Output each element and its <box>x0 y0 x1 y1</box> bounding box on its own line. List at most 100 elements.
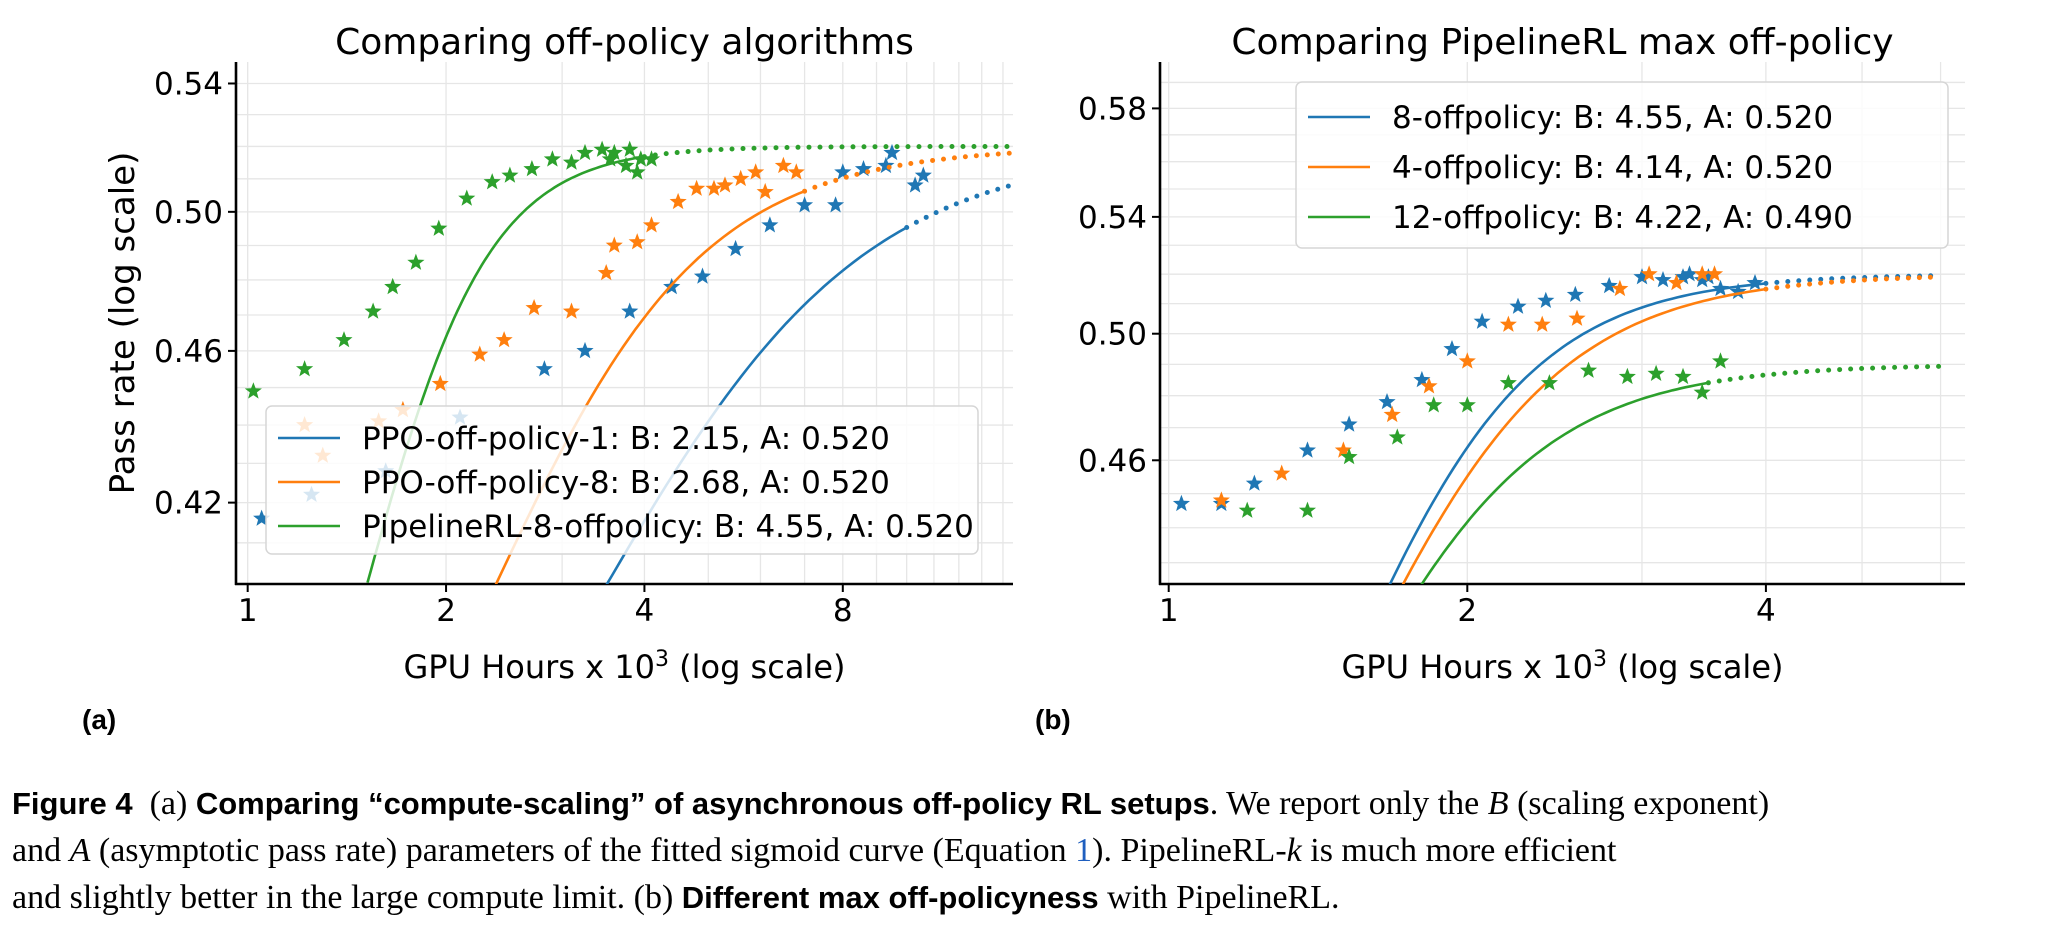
data-point-blue-star <box>1172 494 1190 512</box>
data-point-blue-star <box>1473 312 1491 329</box>
chart-title: Comparing PipelineRL max off-policy <box>1231 22 1893 63</box>
data-point-blue-star <box>1537 291 1555 308</box>
x-tick-label: 1 <box>238 593 258 629</box>
data-point-blue-star <box>796 196 814 213</box>
data-point-blue-star <box>1443 340 1461 357</box>
data-point-orange-star <box>774 156 792 174</box>
series-green-fit-line <box>1420 381 1709 584</box>
legend-label: PPO-off-policy-1: B: 2.15, A: 0.520 <box>362 421 890 457</box>
data-point-orange-star <box>688 179 706 196</box>
data-point-green-star <box>605 143 623 161</box>
y-tick-label: 0.46 <box>154 334 223 370</box>
data-point-green-star <box>1693 383 1711 400</box>
data-point-green-star <box>407 253 425 270</box>
legend-label: 8-offpolicy: B: 4.55, A: 0.520 <box>1392 100 1833 136</box>
x-tick-label: 4 <box>635 593 655 629</box>
data-point-green-star <box>1340 448 1358 465</box>
data-point-orange-star <box>525 299 543 316</box>
data-point-orange-star <box>562 302 580 319</box>
data-point-green-star <box>501 166 519 183</box>
data-point-orange-star <box>716 176 734 193</box>
data-point-blue-star <box>1699 268 1717 285</box>
data-point-blue-star <box>834 163 852 180</box>
data-point-green-star <box>1647 364 1665 381</box>
data-point-orange-star <box>628 233 646 250</box>
data-point-blue-star <box>761 216 779 233</box>
data-point-green-star <box>523 160 541 177</box>
series-orange-extrapolation <box>1763 274 1944 292</box>
data-point-orange-star <box>669 192 687 210</box>
data-point-green-star <box>1458 396 1476 413</box>
data-point-blue-star <box>535 360 553 377</box>
caption-text-3: and <box>12 832 70 869</box>
legend-label: PPO-off-policy-8: B: 2.68, A: 0.520 <box>362 465 890 501</box>
y-tick-label: 0.54 <box>154 66 223 102</box>
caption-line-2: and A (asymptotic pass rate) parameters … <box>12 827 2052 874</box>
data-point-green-star <box>1712 352 1730 369</box>
x-axis-label: GPU Hours x 103 (log scale) <box>404 647 846 686</box>
legend-box <box>1295 81 1949 249</box>
series-orange-extrapolation <box>802 150 1013 194</box>
legend-label: PipelineRL-8-offpolicy: B: 4.55, A: 0.52… <box>362 509 974 545</box>
series-group <box>1172 265 1944 584</box>
data-point-green-star <box>628 163 646 180</box>
y-tick-label: 0.58 <box>1078 91 1147 127</box>
x-tick-label: 2 <box>436 593 456 629</box>
caption-equation-link[interactable]: 1 <box>1075 832 1093 869</box>
data-point-orange-star <box>495 331 513 348</box>
panel-a-chart: 1 2 4 8 0.42 0.46 0.50 0.54 Comparing off-policy… <box>103 22 1013 686</box>
data-point-orange-star <box>1499 315 1517 332</box>
data-point-green-star <box>364 302 382 319</box>
data-point-blue-star <box>1674 268 1692 285</box>
data-point-blue-star <box>1378 393 1396 410</box>
caption-text-7: and slightly better in the large compute… <box>12 879 634 916</box>
x-tick-label: 2 <box>1457 593 1477 629</box>
figure-caption: Figure 4 (a) Comparing “compute-scaling”… <box>12 780 2052 921</box>
caption-line-3: and slightly better in the large compute… <box>12 874 2052 921</box>
data-point-blue-star <box>693 267 712 284</box>
data-point-blue-star <box>1600 276 1618 294</box>
data-point-green-star <box>576 143 594 161</box>
data-point-blue-star <box>1509 297 1527 314</box>
data-point-orange-star <box>1705 265 1724 282</box>
caption-text-5: ). PipelineRL- <box>1092 832 1287 869</box>
x-axis-label-exponent: 3 <box>655 647 669 672</box>
x-axis-label-suffix: (log scale) <box>1607 648 1784 686</box>
data-point-orange-star <box>1568 309 1586 326</box>
caption-var-k: k <box>1286 832 1302 869</box>
x-tick-label: 8 <box>833 593 853 629</box>
data-point-orange-star <box>1611 279 1629 297</box>
x-axis-label-exponent: 3 <box>1593 647 1607 672</box>
series-blue-fit-line <box>605 226 908 584</box>
data-point-orange-star <box>471 345 489 362</box>
data-point-orange-star <box>756 182 774 200</box>
series-green-extrapolation <box>1705 363 1944 386</box>
legend-label: 4-offpolicy: B: 4.14, A: 0.520 <box>1392 150 1833 186</box>
legend-label: 12-offpolicy: B: 4.22, A: 0.490 <box>1392 200 1853 236</box>
data-point-orange-star <box>1693 265 1711 282</box>
data-point-orange-star <box>1640 265 1658 282</box>
data-point-green-star <box>384 277 402 295</box>
data-point-orange-star <box>1334 441 1352 458</box>
y-tick-label: 0.54 <box>1078 200 1147 236</box>
data-point-blue-star <box>877 156 895 174</box>
data-point-green-star <box>1425 396 1443 413</box>
data-point-blue-star <box>854 160 873 177</box>
caption-text-1: . We report only the <box>1209 785 1488 822</box>
data-point-green-star <box>601 150 619 167</box>
panel-b-chart: 1 2 4 0.46 0.50 0.54 0.58 Comparing PipelineRL … <box>1078 22 1965 686</box>
data-point-blue-star <box>1654 271 1672 288</box>
panel-label-b: (b) <box>1035 704 1071 735</box>
data-point-green-star <box>642 150 661 167</box>
data-point-green-star <box>1618 367 1636 385</box>
figure: 1 2 4 8 0.42 0.46 0.50 0.54 Comparing off-policy… <box>103 22 1965 686</box>
data-point-orange-star <box>705 179 723 196</box>
caption-var-a: A <box>69 832 91 869</box>
data-point-blue-star <box>621 302 639 319</box>
caption-figure-label: Figure 4 <box>12 786 133 821</box>
data-point-green-star <box>483 173 501 190</box>
legend-box <box>265 405 979 555</box>
caption-part-a-title: Comparing “compute-scaling” of asynchron… <box>195 786 1210 821</box>
series-orange-fit-line <box>1401 287 1767 584</box>
data-point-blue-star <box>1298 441 1316 458</box>
